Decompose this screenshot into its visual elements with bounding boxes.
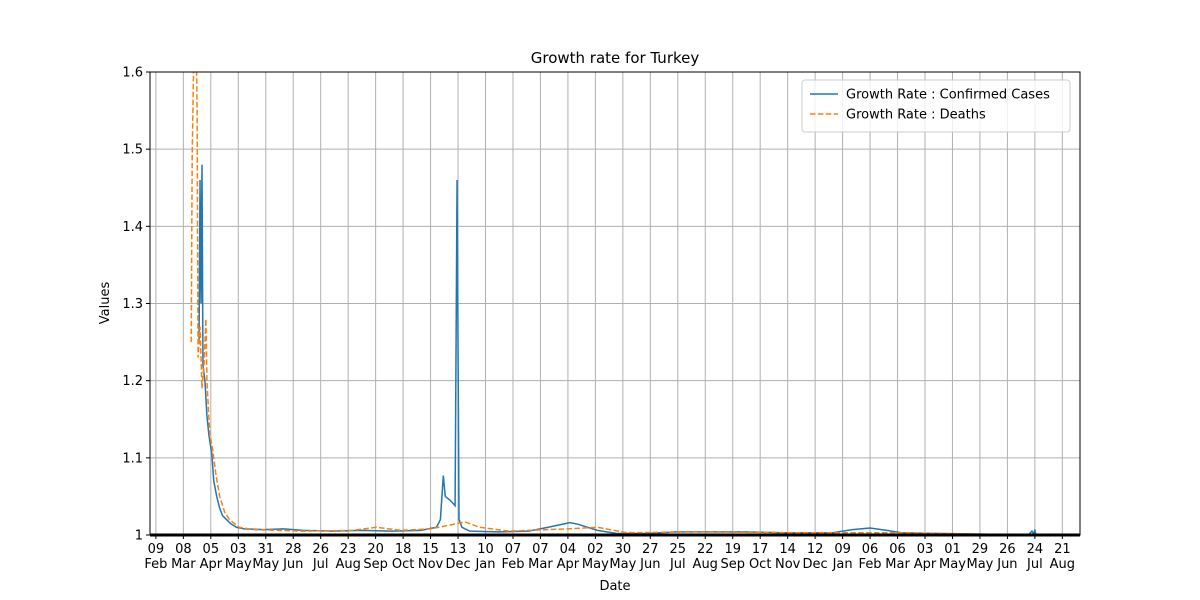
x-tick-label: 30 May — [609, 542, 636, 572]
legend: Growth Rate : Confirmed Cases Growth Rate… — [801, 79, 1071, 133]
x-tick-label: 31 May — [252, 542, 279, 572]
y-axis-label: Values — [98, 282, 113, 325]
y-tick-label: 1.1 — [122, 451, 143, 466]
x-tick-label: 05 Apr — [200, 542, 223, 572]
y-tick-label: 1.6 — [122, 66, 143, 81]
y-tick-label: 1.3 — [122, 297, 143, 312]
x-tick-label: 09 Feb — [144, 542, 167, 572]
y-tick-label: 1 — [135, 529, 143, 544]
chart-title: Growth rate for Turkey — [531, 49, 700, 67]
series-line — [190, 72, 1039, 535]
x-tick-label: 27 Jun — [639, 542, 660, 572]
legend-label: Growth Rate : Confirmed Cases — [846, 88, 1050, 103]
x-tick-label: 28 Jun — [282, 542, 303, 572]
x-tick-label: 25 Jul — [669, 542, 686, 572]
series-line — [198, 164, 1037, 535]
x-tick-label: 08 Mar — [171, 542, 196, 572]
x-tick-label: 03 Apr — [914, 542, 937, 572]
x-tick-label: 09 Jan — [832, 542, 853, 572]
x-tick-label: 10 Jan — [474, 542, 495, 572]
x-tick-label: 21 Aug — [1050, 542, 1075, 572]
x-tick-label: 12 Dec — [803, 542, 828, 572]
y-tick-label: 1.2 — [122, 374, 143, 389]
x-tick-label: 04 Apr — [557, 542, 580, 572]
x-tick-label: 14 Nov — [775, 542, 801, 572]
x-tick-label: 02 May — [582, 542, 609, 572]
x-tick-label: 24 Jul — [1026, 542, 1043, 572]
x-tick-label: 23 Aug — [335, 542, 360, 572]
x-tick-label: 01 May — [939, 542, 966, 572]
x-tick-label: 06 Mar — [885, 542, 910, 572]
x-tick-label: 18 Oct — [392, 542, 414, 572]
plot-area — [190, 72, 1039, 535]
x-tick-label: 15 Nov — [418, 542, 444, 572]
grid — [150, 71, 1080, 536]
x-tick-label: 19 Sep — [720, 542, 745, 572]
x-tick-label: 07 Feb — [501, 542, 524, 572]
legend-label: Growth Rate : Deaths — [846, 108, 986, 123]
x-tick-label: 22 Aug — [693, 542, 718, 572]
x-tick-label: 13 Dec — [445, 542, 470, 572]
x-axis-label: Date — [599, 579, 630, 594]
x-tick-label: 17 Oct — [749, 542, 771, 572]
x-tick-label: 26 Jun — [996, 542, 1017, 572]
x-tick-label: 26 Jul — [312, 542, 329, 572]
y-tick-label: 1.4 — [122, 220, 143, 235]
x-tick-label: 20 Sep — [363, 542, 388, 572]
x-tick-label: 29 May — [966, 542, 993, 572]
legend-box — [801, 79, 1071, 133]
x-tick-label: 06 Feb — [859, 542, 882, 572]
y-tick-label: 1.5 — [122, 143, 143, 158]
x-tick-label: 03 May — [225, 542, 252, 572]
x-tick-label: 07 Mar — [528, 542, 553, 572]
